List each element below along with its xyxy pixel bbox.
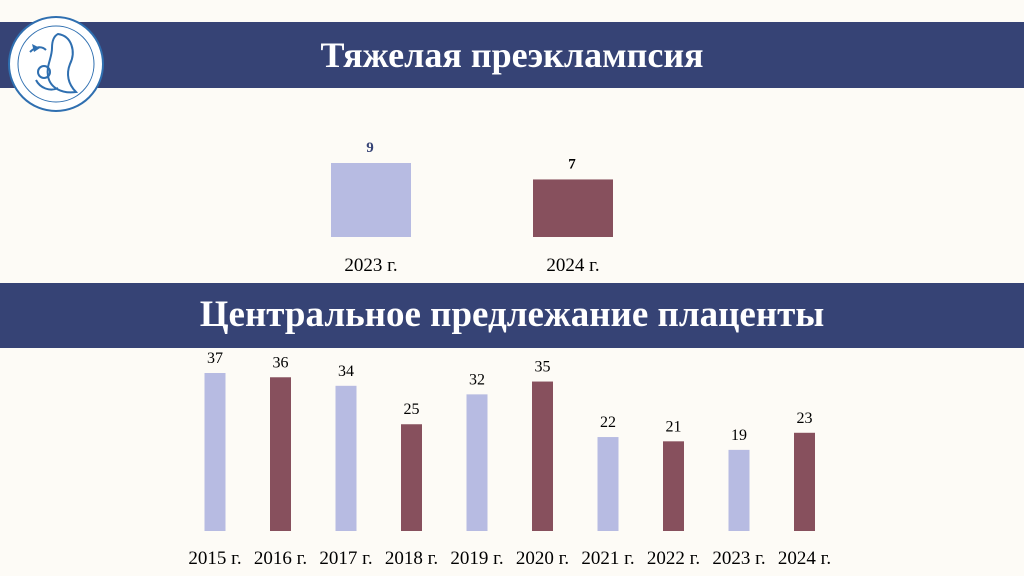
data-label: 19 xyxy=(731,427,747,444)
slide-title-placenta: Центральное предлежание плаценты xyxy=(199,294,825,335)
bar-2020 xyxy=(532,381,553,531)
category-label: 2019 г. xyxy=(450,548,503,569)
category-label: 2023 г. xyxy=(712,548,765,569)
category-label: 2024 г. xyxy=(778,548,831,569)
data-label: 25 xyxy=(404,401,420,418)
bar-2015 xyxy=(204,373,226,531)
category-label: 2016 г. xyxy=(254,548,307,569)
data-label: 32 xyxy=(469,371,485,388)
category-label: 2020 г. xyxy=(516,548,569,569)
category-label: 2017 г. xyxy=(319,548,372,569)
preeclampsia-bar-chart: 9 2023 г. 7 2024 г. xyxy=(331,140,613,276)
data-label: 21 xyxy=(666,418,682,435)
data-label: 7 xyxy=(568,156,576,172)
data-label: 23 xyxy=(797,410,813,427)
slide-title-preeclampsia: Тяжелая преэклампсия xyxy=(320,35,704,75)
category-label: 2021 г. xyxy=(581,548,634,569)
bar-2022 xyxy=(663,441,684,531)
bar-2017 xyxy=(335,385,357,531)
bar-2024 xyxy=(794,432,815,531)
category-label: 2015 г. xyxy=(188,548,241,569)
bar-2023 xyxy=(331,163,411,237)
bar-2023 xyxy=(728,449,750,531)
bar-2016 xyxy=(270,377,291,531)
mother-child-emblem-icon xyxy=(6,14,106,114)
data-label: 34 xyxy=(338,363,354,380)
data-label: 22 xyxy=(600,414,616,431)
data-label: 36 xyxy=(273,354,289,371)
title-band-placenta: Центральное предлежание плаценты xyxy=(0,283,1024,348)
bar-2024 xyxy=(533,179,613,237)
title-band-top: Тяжелая преэклампсия xyxy=(0,22,1024,88)
data-label: 37 xyxy=(207,350,223,367)
category-label: 2022 г. xyxy=(647,548,700,569)
data-label: 35 xyxy=(535,359,551,376)
bar-2019 xyxy=(466,394,488,531)
bar-2021 xyxy=(597,437,619,531)
data-label: 9 xyxy=(366,140,374,156)
category-label: 2018 г. xyxy=(385,548,438,569)
category-label: 2024 г. xyxy=(546,255,599,276)
bar-2018 xyxy=(401,424,422,531)
category-label: 2023 г. xyxy=(344,255,397,276)
